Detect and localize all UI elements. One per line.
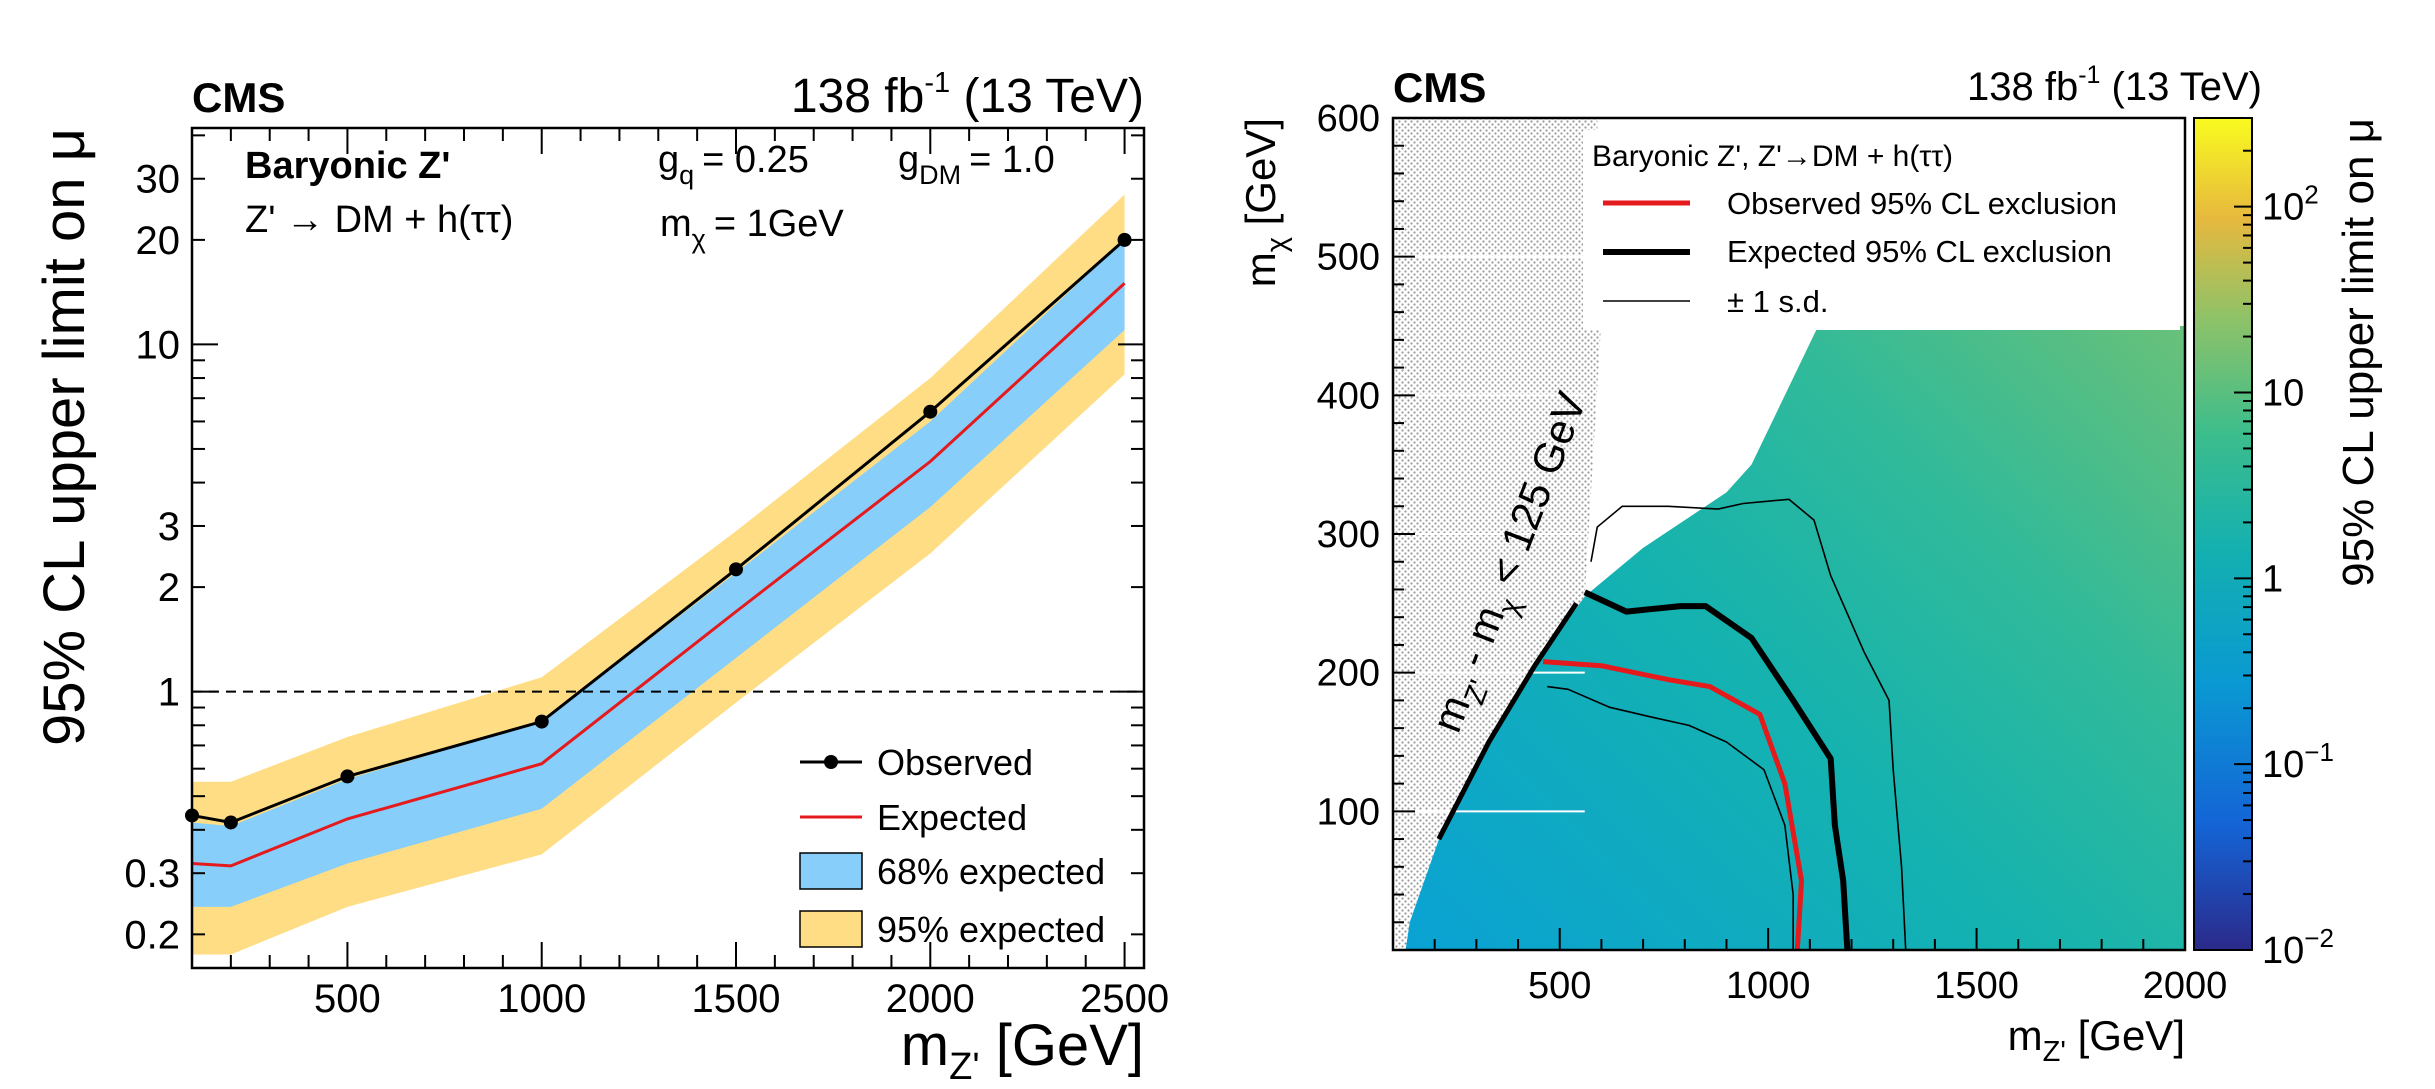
svg-text:Expected 95% CL exclusion: Expected 95% CL exclusion <box>1727 234 2112 269</box>
x-axis-label-left: mZ' [GeV] <box>901 1013 1144 1088</box>
uncertainty-bands <box>192 194 1125 955</box>
y-ticks-right: 100 200 300 400 500 600 <box>1317 98 1415 951</box>
z-tick-label: 1 <box>2262 558 2283 600</box>
exclusion-heatmap-chart: Baryonic Z', Z'→DM + h(ττ) Observed 95% … <box>1237 61 2383 1068</box>
mass-chi: mχ = 1GeV <box>660 203 844 254</box>
y-ticks: 0.2 0.3 1 2 3 10 20 30 <box>124 134 1144 957</box>
y-tick-label: 30 <box>136 158 181 202</box>
legend-item-95: 95% expected <box>799 909 1105 950</box>
svg-text:68% expected: 68% expected <box>877 851 1105 892</box>
observed-contour <box>1542 659 1805 951</box>
y-tick-label: 3 <box>158 505 180 549</box>
cms-label-left: CMS <box>192 74 285 121</box>
color-scale-ticks: 10−2 10−1 1 10 102 <box>2234 117 2334 972</box>
legend-item-expected: Expected <box>800 797 1027 838</box>
cms-label-right: CMS <box>1393 64 1486 111</box>
limit-series <box>185 232 1132 868</box>
expected-contour <box>1583 589 1851 951</box>
right-legend-box <box>1583 130 2180 330</box>
z-tick-label: 102 <box>2262 180 2319 229</box>
coupling-gdm: gDM = 1.0 <box>898 139 1055 190</box>
x-tick-label: 1000 <box>497 977 586 1021</box>
expected-line <box>191 282 1126 868</box>
observed-point <box>1117 232 1132 247</box>
x-ticks: 500 1000 1500 2000 2500 <box>191 128 1169 1021</box>
x-tick-label: 500 <box>1528 965 1591 1007</box>
lumi-label-right: 138 fb-1 (13 TeV) <box>1967 61 2262 109</box>
svg-text:Observed: Observed <box>877 742 1033 783</box>
observed-point <box>223 815 238 830</box>
color-scale-label: 95% CL upper limit on μ <box>2334 118 2383 587</box>
heatmap-fill <box>1405 326 2185 950</box>
x-tick-label: 500 <box>314 977 381 1021</box>
minus-1sd-contour <box>1547 685 1794 950</box>
y-tick-label: 0.3 <box>124 852 180 896</box>
x-tick-label: 2500 <box>1080 977 1169 1021</box>
y-axis-label-right: mχ [GeV] <box>1237 118 1293 287</box>
legend-item-observed-exclusion: Observed 95% CL exclusion <box>1603 186 2117 221</box>
x-axis-label-right: mZ' [GeV] <box>2008 1012 2185 1068</box>
y-tick-label: 1 <box>158 671 180 715</box>
y-tick-label: 200 <box>1317 653 1380 695</box>
coupling-gq: gq = 0.25 <box>658 139 809 190</box>
observed-point <box>923 404 938 419</box>
model-title: Baryonic Z' <box>245 145 450 187</box>
exclusion-contours <box>1542 498 1907 951</box>
z-tick-label: 10−1 <box>2262 737 2334 786</box>
svg-text:Expected: Expected <box>877 797 1027 838</box>
observed-point <box>340 769 355 784</box>
y-tick-label: 300 <box>1317 514 1380 556</box>
observed-point <box>534 714 549 729</box>
plus-1sd-contour <box>1590 498 1907 951</box>
legend-item-sd: ± 1 s.d. <box>1603 284 1828 319</box>
x-tick-label: 1500 <box>1934 965 2019 1007</box>
color-scale-bar <box>2193 117 2253 951</box>
y-tick-label: 500 <box>1317 237 1380 279</box>
left-plot-frame <box>190 126 1146 970</box>
y-tick-label: 2 <box>158 566 180 610</box>
legend-left: Observed Expected 68% expected 95% expec… <box>799 742 1105 950</box>
y-tick-label: 10 <box>136 323 181 367</box>
legend-item-observed: Observed <box>800 742 1033 783</box>
z-tick-label: 10−2 <box>2262 923 2334 972</box>
lumi-label-left: 138 fb-1 (13 TeV) <box>791 67 1144 123</box>
x-tick-label: 1500 <box>692 977 781 1021</box>
forbidden-region-gridlines <box>1393 255 1585 813</box>
y-tick-label: 0.2 <box>124 913 180 957</box>
band-68 <box>192 239 1125 907</box>
x-tick-label: 1000 <box>1726 965 1811 1007</box>
x-tick-label: 2000 <box>2143 965 2228 1007</box>
y-tick-label: 600 <box>1317 98 1380 140</box>
forbidden-region-edge <box>1436 601 1579 841</box>
right-legend-title: Baryonic Z', Z'→DM + h(ττ) <box>1592 140 1953 173</box>
y-tick-label: 100 <box>1317 791 1380 833</box>
x-ticks-right: 500 1000 1500 2000 <box>1392 928 2228 1007</box>
svg-text:Observed 95% CL exclusion: Observed 95% CL exclusion <box>1727 186 2117 221</box>
legend-item-68: 68% expected <box>799 851 1105 892</box>
svg-text:95% expected: 95% expected <box>877 909 1105 950</box>
model-process: Z' → DM + h(ττ) <box>245 199 513 241</box>
svg-text:± 1 s.d.: ± 1 s.d. <box>1727 284 1828 319</box>
legend-item-expected-exclusion: Expected 95% CL exclusion <box>1603 234 2112 269</box>
y-tick-label: 20 <box>136 219 181 263</box>
y-axis-label-left: 95% CL upper limit on μ <box>32 128 97 746</box>
observed-point <box>729 562 743 577</box>
z-tick-label: 10 <box>2262 372 2304 414</box>
x-tick-label: 2000 <box>886 977 975 1021</box>
y-tick-label: 400 <box>1317 375 1380 417</box>
